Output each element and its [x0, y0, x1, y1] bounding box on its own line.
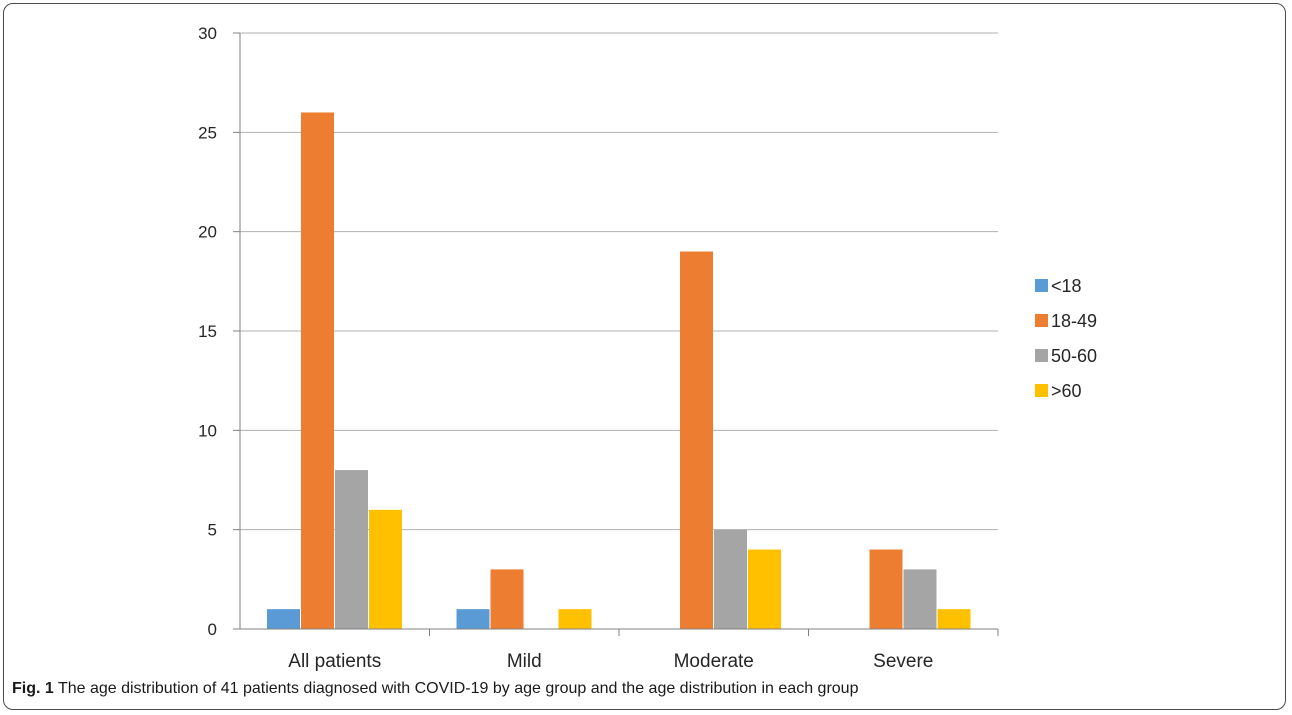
x-category-label: All patients — [288, 651, 381, 672]
legend-swatch — [1035, 279, 1048, 292]
y-tick-label: 30 — [198, 24, 217, 43]
x-axis: All patients Mild Moderate Severe — [240, 628, 999, 672]
bar-50-60-severe — [903, 569, 937, 629]
caption-text: The age distribution of 41 patients diag… — [53, 680, 859, 697]
legend-swatch — [1035, 384, 1048, 397]
bar--60-severe — [937, 609, 971, 629]
y-tick-label: 10 — [198, 421, 217, 440]
bar-18-49-moderate — [680, 251, 713, 630]
x-category-label: Severe — [873, 651, 933, 672]
bar-18-49-all-patients — [301, 112, 334, 629]
legend-label: 50-60 — [1051, 346, 1097, 366]
legend-swatch — [1035, 349, 1048, 362]
bar-18-49-severe — [869, 549, 903, 629]
bar--60-mild — [558, 609, 592, 629]
bars — [267, 112, 971, 630]
y-tick-label: 25 — [198, 123, 217, 142]
legend-label: <18 — [1051, 276, 1082, 296]
figure-frame — [3, 3, 1286, 710]
y-axis-ticks: 0 5 10 15 20 25 30 — [198, 24, 241, 639]
legend-label: 18-49 — [1051, 311, 1097, 331]
y-tick-label: 0 — [208, 620, 217, 639]
legend-swatch — [1035, 314, 1048, 327]
legend: <18 18-49 50-60 >60 — [1035, 276, 1097, 401]
y-tick-label: 20 — [198, 223, 217, 242]
x-category-label: Moderate — [674, 651, 754, 672]
bar--60-all-patients — [369, 509, 402, 629]
legend-label: >60 — [1051, 381, 1082, 401]
bar-50-60-all-patients — [335, 470, 368, 629]
caption-label: Fig. 1 — [12, 680, 54, 697]
bar--60-moderate — [748, 549, 781, 629]
bar-18-49-mild — [490, 569, 524, 629]
y-tick-label: 5 — [208, 521, 217, 540]
x-category-label: Mild — [507, 651, 542, 672]
bar-50-60-moderate — [714, 529, 747, 629]
bar--18-mild — [456, 609, 490, 629]
y-tick-label: 15 — [198, 322, 217, 341]
figure-caption: Fig. 1 The age distribution of 41 patien… — [12, 680, 1282, 698]
bar--18-all-patients — [267, 609, 300, 629]
